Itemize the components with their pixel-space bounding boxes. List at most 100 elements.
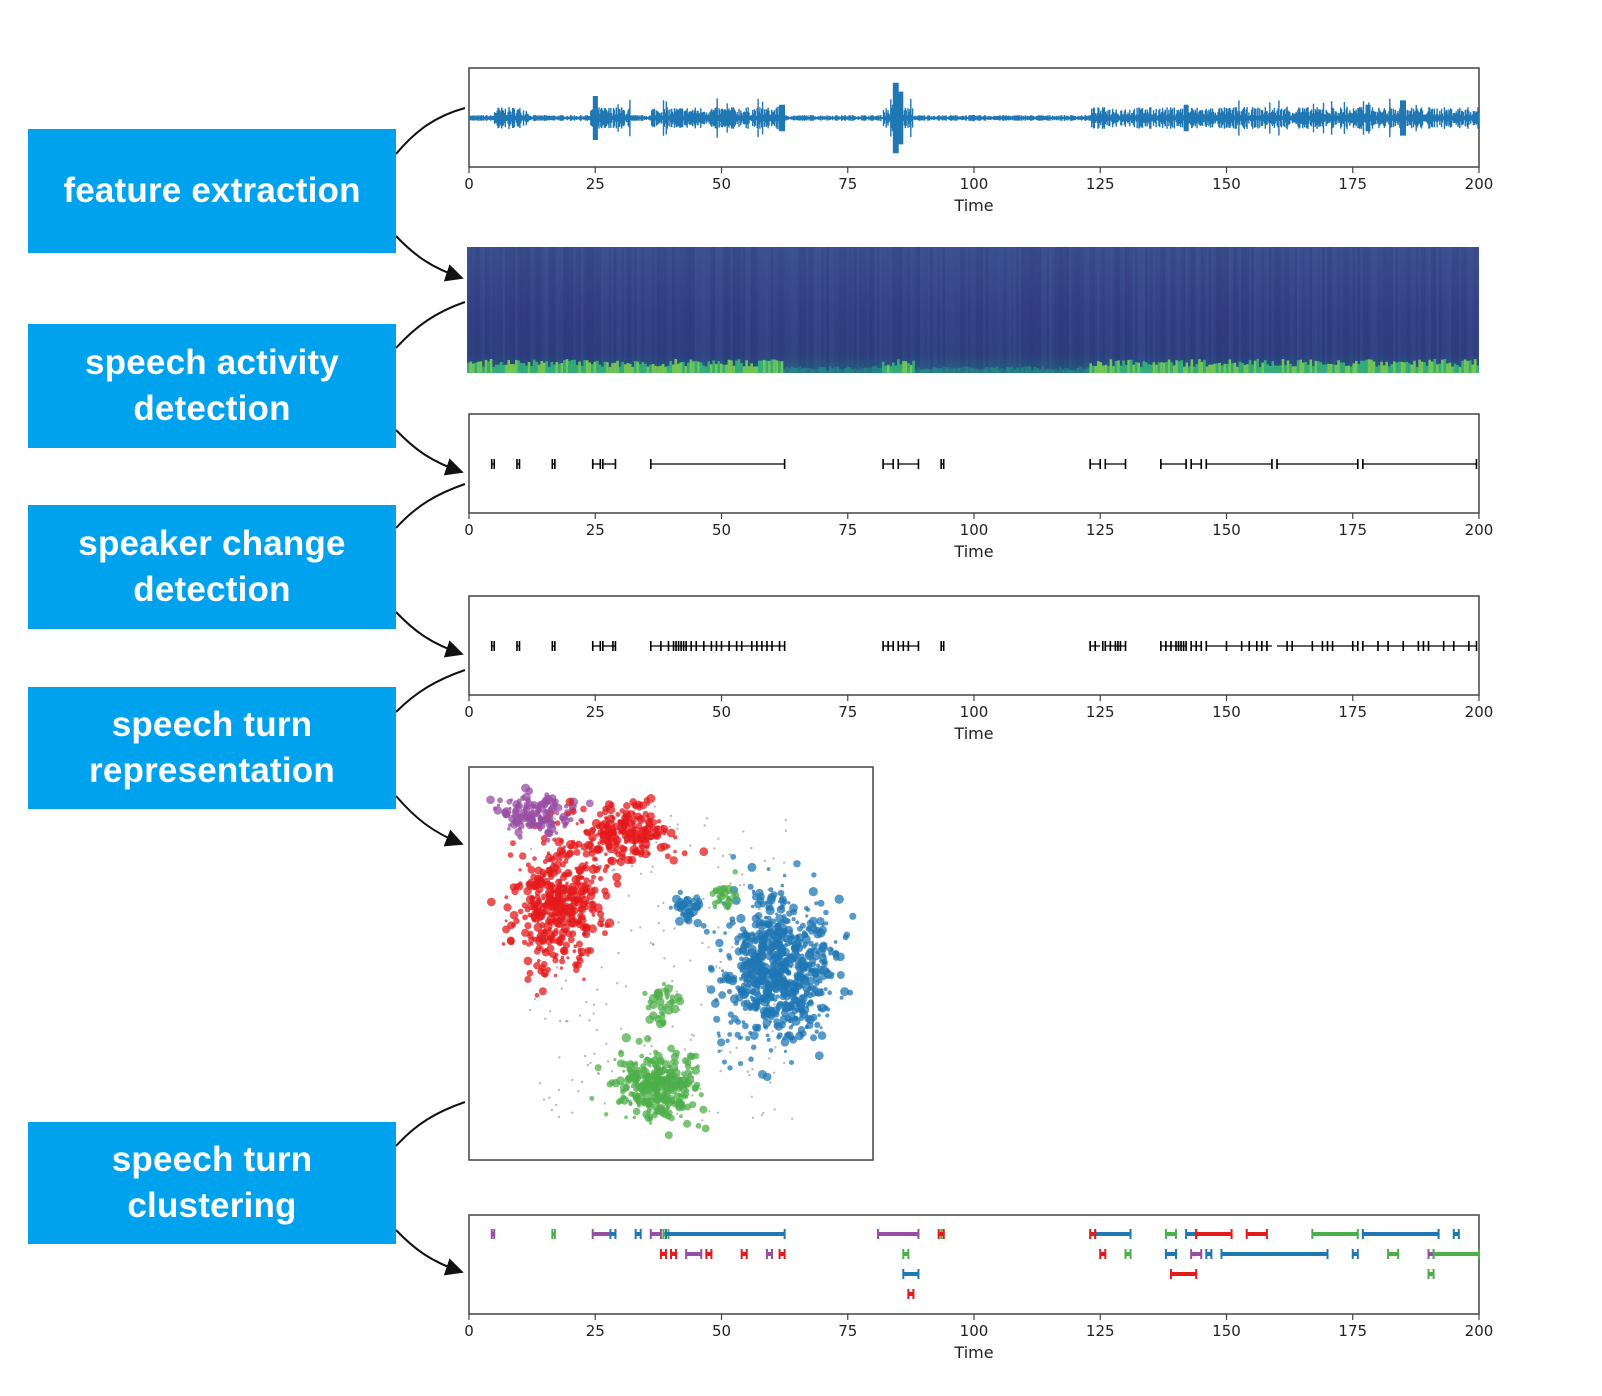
- spectrogram-column: [1200, 247, 1204, 373]
- spectrogram-column: [1269, 247, 1272, 373]
- spectrogram-low-band: [1180, 360, 1184, 373]
- embedding-point: [660, 842, 669, 851]
- spectrogram-low-band: [801, 368, 804, 373]
- spectrogram-low-band: [932, 367, 936, 373]
- spectrogram-column: [752, 247, 756, 373]
- embedding-point: [757, 948, 762, 952]
- spectrogram-low-band: [699, 362, 703, 373]
- embedding-point: [726, 895, 730, 900]
- embedding-point: [596, 811, 604, 818]
- spectrogram-low-band: [1367, 359, 1371, 373]
- spectrogram-column: [793, 247, 796, 373]
- embedding-point: [546, 944, 555, 953]
- spectrogram-column: [722, 247, 726, 373]
- embedding-point: [568, 936, 571, 939]
- spectrogram-low-band: [560, 363, 564, 373]
- spectrogram-column: [876, 247, 880, 373]
- spectrogram-low-band: [1193, 366, 1196, 373]
- spectrogram-low-band: [1266, 364, 1270, 373]
- spectrogram-column: [942, 247, 946, 373]
- spectrogram-low-band: [740, 363, 743, 373]
- spectrogram-low-band: [1410, 364, 1414, 373]
- spectrogram-low-band: [1387, 366, 1391, 373]
- embedding-point: [633, 816, 638, 820]
- tick-label: 50: [712, 703, 731, 721]
- embedding-point: [805, 1025, 809, 1029]
- embedding-point: [684, 1103, 692, 1111]
- embedding-point: [569, 886, 574, 890]
- spectrogram-low-band: [570, 360, 574, 373]
- embedding-point: [701, 941, 704, 945]
- spectrogram-low-band: [1056, 369, 1060, 373]
- embedding-point: [591, 886, 599, 894]
- spectrogram-column: [507, 247, 511, 373]
- spectrogram-low-band: [1405, 361, 1409, 373]
- spectrogram-low-band: [596, 360, 599, 373]
- embedding-point: [647, 999, 653, 1005]
- spectrogram-column: [477, 247, 480, 373]
- spectrogram-column: [550, 247, 554, 373]
- embedding-point: [604, 838, 612, 845]
- spectrogram-column: [1352, 247, 1356, 373]
- spectrogram-column: [1337, 247, 1340, 373]
- embedding-point: [817, 1007, 821, 1011]
- spectrogram-column: [1390, 247, 1393, 373]
- spectrogram-column: [608, 247, 612, 373]
- embedding-point: [831, 972, 835, 976]
- embedding-point: [691, 897, 696, 903]
- embedding-point: [561, 887, 564, 890]
- spectrogram-low-band: [1215, 363, 1219, 373]
- embedding-point: [613, 841, 620, 848]
- step-label: speaker change detection: [78, 524, 346, 609]
- spectrogram-column: [742, 247, 746, 373]
- embedding-point: [507, 921, 516, 930]
- spectrogram-low-band: [1451, 366, 1454, 373]
- embedding-point: [672, 1075, 675, 1079]
- spectrogram-low-band: [1054, 368, 1057, 373]
- embedding-point: [535, 901, 543, 909]
- embedding-point: [630, 929, 633, 932]
- embedding-point: [727, 1032, 733, 1037]
- spectrogram-low-band: [752, 366, 756, 373]
- spectrogram-low-band: [497, 364, 500, 373]
- spectrogram-column: [806, 247, 809, 373]
- embedding-point: [509, 910, 519, 920]
- spectrogram-low-band: [618, 366, 622, 373]
- embedding-point: [538, 1082, 542, 1085]
- spectrogram-low-band: [687, 362, 690, 373]
- embedding-point: [622, 815, 630, 822]
- spectrogram-column: [692, 247, 695, 373]
- spectrogram-low-band: [755, 366, 758, 373]
- embedding-point: [702, 897, 705, 901]
- embedding-point: [668, 825, 672, 828]
- spectrogram-column: [1362, 247, 1366, 373]
- spectrogram-column: [1054, 247, 1057, 373]
- spectrogram-column: [1231, 247, 1234, 373]
- embedding-point: [768, 1048, 774, 1053]
- embedding-point: [649, 1121, 653, 1125]
- spectrogram-low-band: [884, 365, 888, 373]
- embedding-point: [738, 884, 742, 887]
- spectrogram-low-band: [1112, 366, 1115, 373]
- tick-label: 25: [586, 175, 605, 193]
- embedding-point: [740, 988, 750, 998]
- spectrogram-low-band: [1258, 366, 1262, 373]
- spectrogram-low-band: [671, 364, 675, 373]
- embedding-point: [536, 959, 541, 963]
- embedding-point: [777, 961, 783, 967]
- spectrogram-low-band: [689, 359, 693, 373]
- embedding-point: [581, 865, 586, 870]
- spectrogram-low-band: [1081, 369, 1085, 373]
- tick-label: 75: [838, 703, 857, 721]
- spectrogram-low-band: [1390, 364, 1393, 373]
- spectrogram-column: [613, 247, 617, 373]
- embedding-point: [823, 909, 829, 916]
- embedding-point: [619, 829, 625, 835]
- embedding-point: [603, 1102, 606, 1105]
- spectrogram-column: [573, 247, 576, 373]
- embedding-point: [522, 792, 531, 802]
- embedding-point: [620, 861, 624, 864]
- embedding-point: [604, 816, 608, 820]
- embedding-point: [657, 1004, 664, 1011]
- embedding-point: [637, 1092, 645, 1100]
